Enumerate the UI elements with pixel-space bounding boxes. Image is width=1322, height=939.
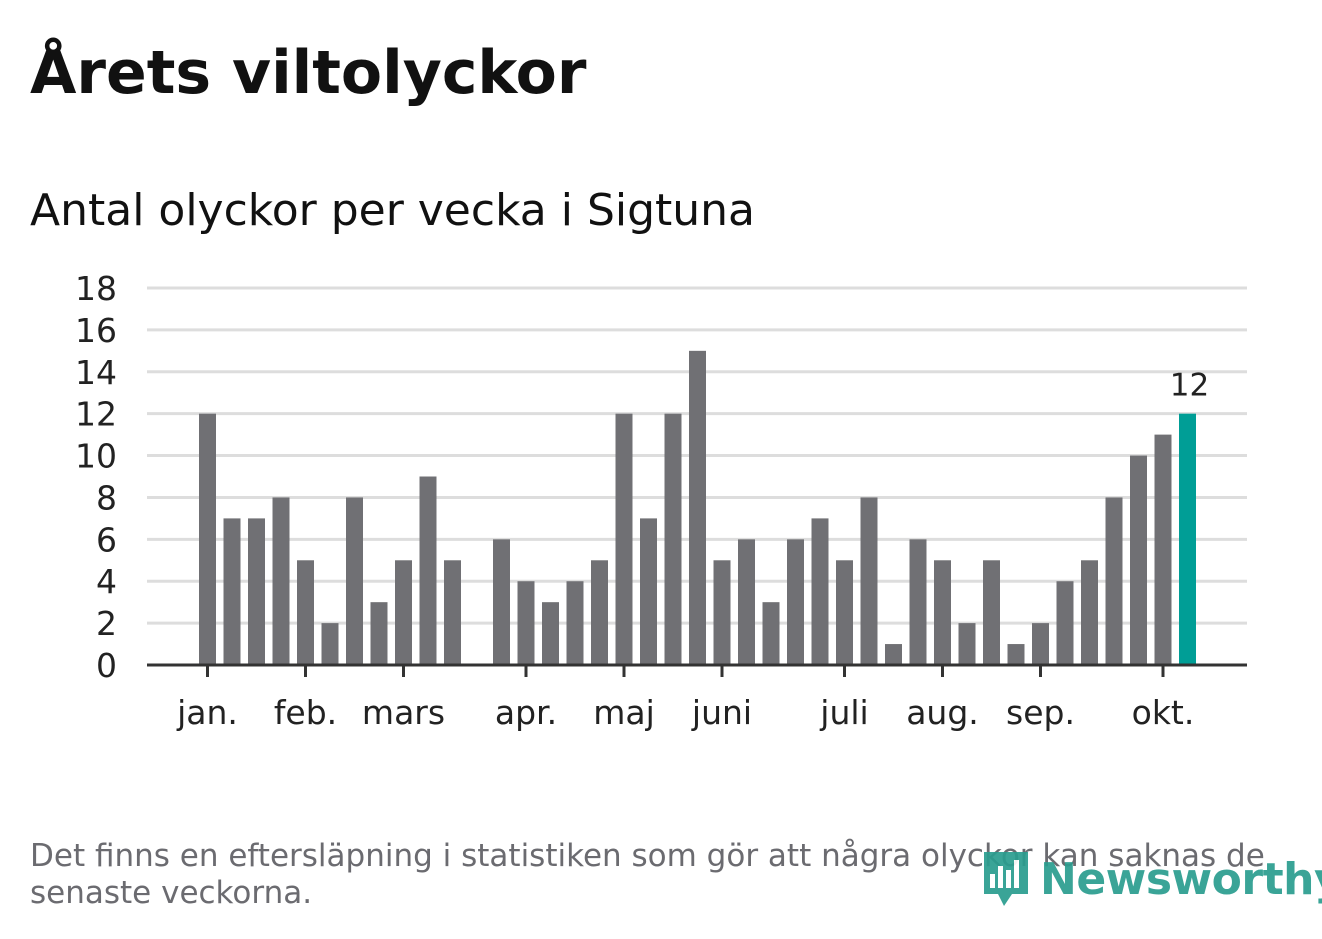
bar (664, 413, 682, 665)
bar-highlight (1179, 413, 1196, 665)
data-labels: 12 (1170, 368, 1209, 404)
bar (321, 623, 339, 665)
bar (615, 413, 633, 665)
bar (689, 350, 706, 665)
y-tick-label: 12 (75, 395, 117, 434)
x-tick-label: mars (362, 693, 445, 732)
x-axis-ticks: jan. feb. mars apr. maj juni juli aug. sep. okt. (176, 665, 1194, 732)
y-tick-label: 2 (96, 604, 117, 643)
bar (1105, 497, 1123, 665)
bar (713, 560, 731, 665)
bar (1154, 434, 1172, 665)
bar (493, 539, 510, 665)
x-tick-label: maj (593, 693, 655, 732)
brand-name: Newsworthy (1040, 853, 1322, 905)
bar (1056, 581, 1074, 665)
bar (199, 413, 216, 665)
x-tick-label: juli (819, 693, 868, 732)
bar (419, 476, 437, 665)
bar (762, 602, 780, 665)
bars (199, 350, 1196, 665)
y-tick-label: 18 (75, 269, 117, 308)
newsworthy-logo-icon (984, 852, 1028, 906)
bar (787, 539, 804, 665)
bar (517, 581, 535, 665)
chart-title: Årets viltolyckor (30, 38, 587, 108)
bar (934, 560, 951, 665)
y-tick-label: 8 (96, 478, 117, 517)
y-tick-label: 10 (75, 437, 117, 476)
bar (811, 518, 829, 665)
bar (395, 560, 412, 665)
bar (1130, 455, 1147, 665)
chart-subtitle: Antal olyckor per vecka i Sigtuna (30, 185, 756, 236)
y-tick-label: 14 (75, 353, 117, 392)
y-tick-label: 16 (75, 311, 117, 350)
bar (297, 560, 314, 665)
bar (1007, 644, 1025, 665)
x-tick-label: feb. (274, 693, 337, 732)
bar (591, 560, 608, 665)
x-tick-label: sep. (1006, 693, 1075, 732)
bar (444, 560, 461, 665)
x-tick-label: jan. (176, 693, 238, 732)
x-tick-label: apr. (495, 693, 557, 732)
footnote: Det finns en eftersläpning i statistiken… (30, 838, 1265, 911)
bar (983, 560, 1000, 665)
y-tick-label: 0 (96, 646, 117, 685)
bar (640, 518, 657, 665)
bar (860, 497, 878, 665)
bar (738, 539, 755, 665)
bar (346, 497, 363, 665)
brand-logo: Newsworthy (980, 848, 1322, 910)
x-tick-label: aug. (906, 693, 979, 732)
bar (909, 539, 927, 665)
bar (223, 518, 241, 665)
x-tick-label: okt. (1132, 693, 1195, 732)
bar (958, 623, 976, 665)
bar (248, 518, 265, 665)
bar (272, 497, 290, 665)
bar (836, 560, 853, 665)
bar (542, 602, 559, 665)
x-tick-label: juni (691, 693, 752, 732)
bar (1081, 560, 1098, 665)
y-tick-label: 6 (96, 520, 117, 559)
bar (885, 644, 902, 665)
bar (370, 602, 388, 665)
data-label: 12 (1170, 368, 1209, 404)
bar (566, 581, 584, 665)
y-tick-label: 4 (96, 562, 117, 601)
bar (1032, 623, 1049, 665)
